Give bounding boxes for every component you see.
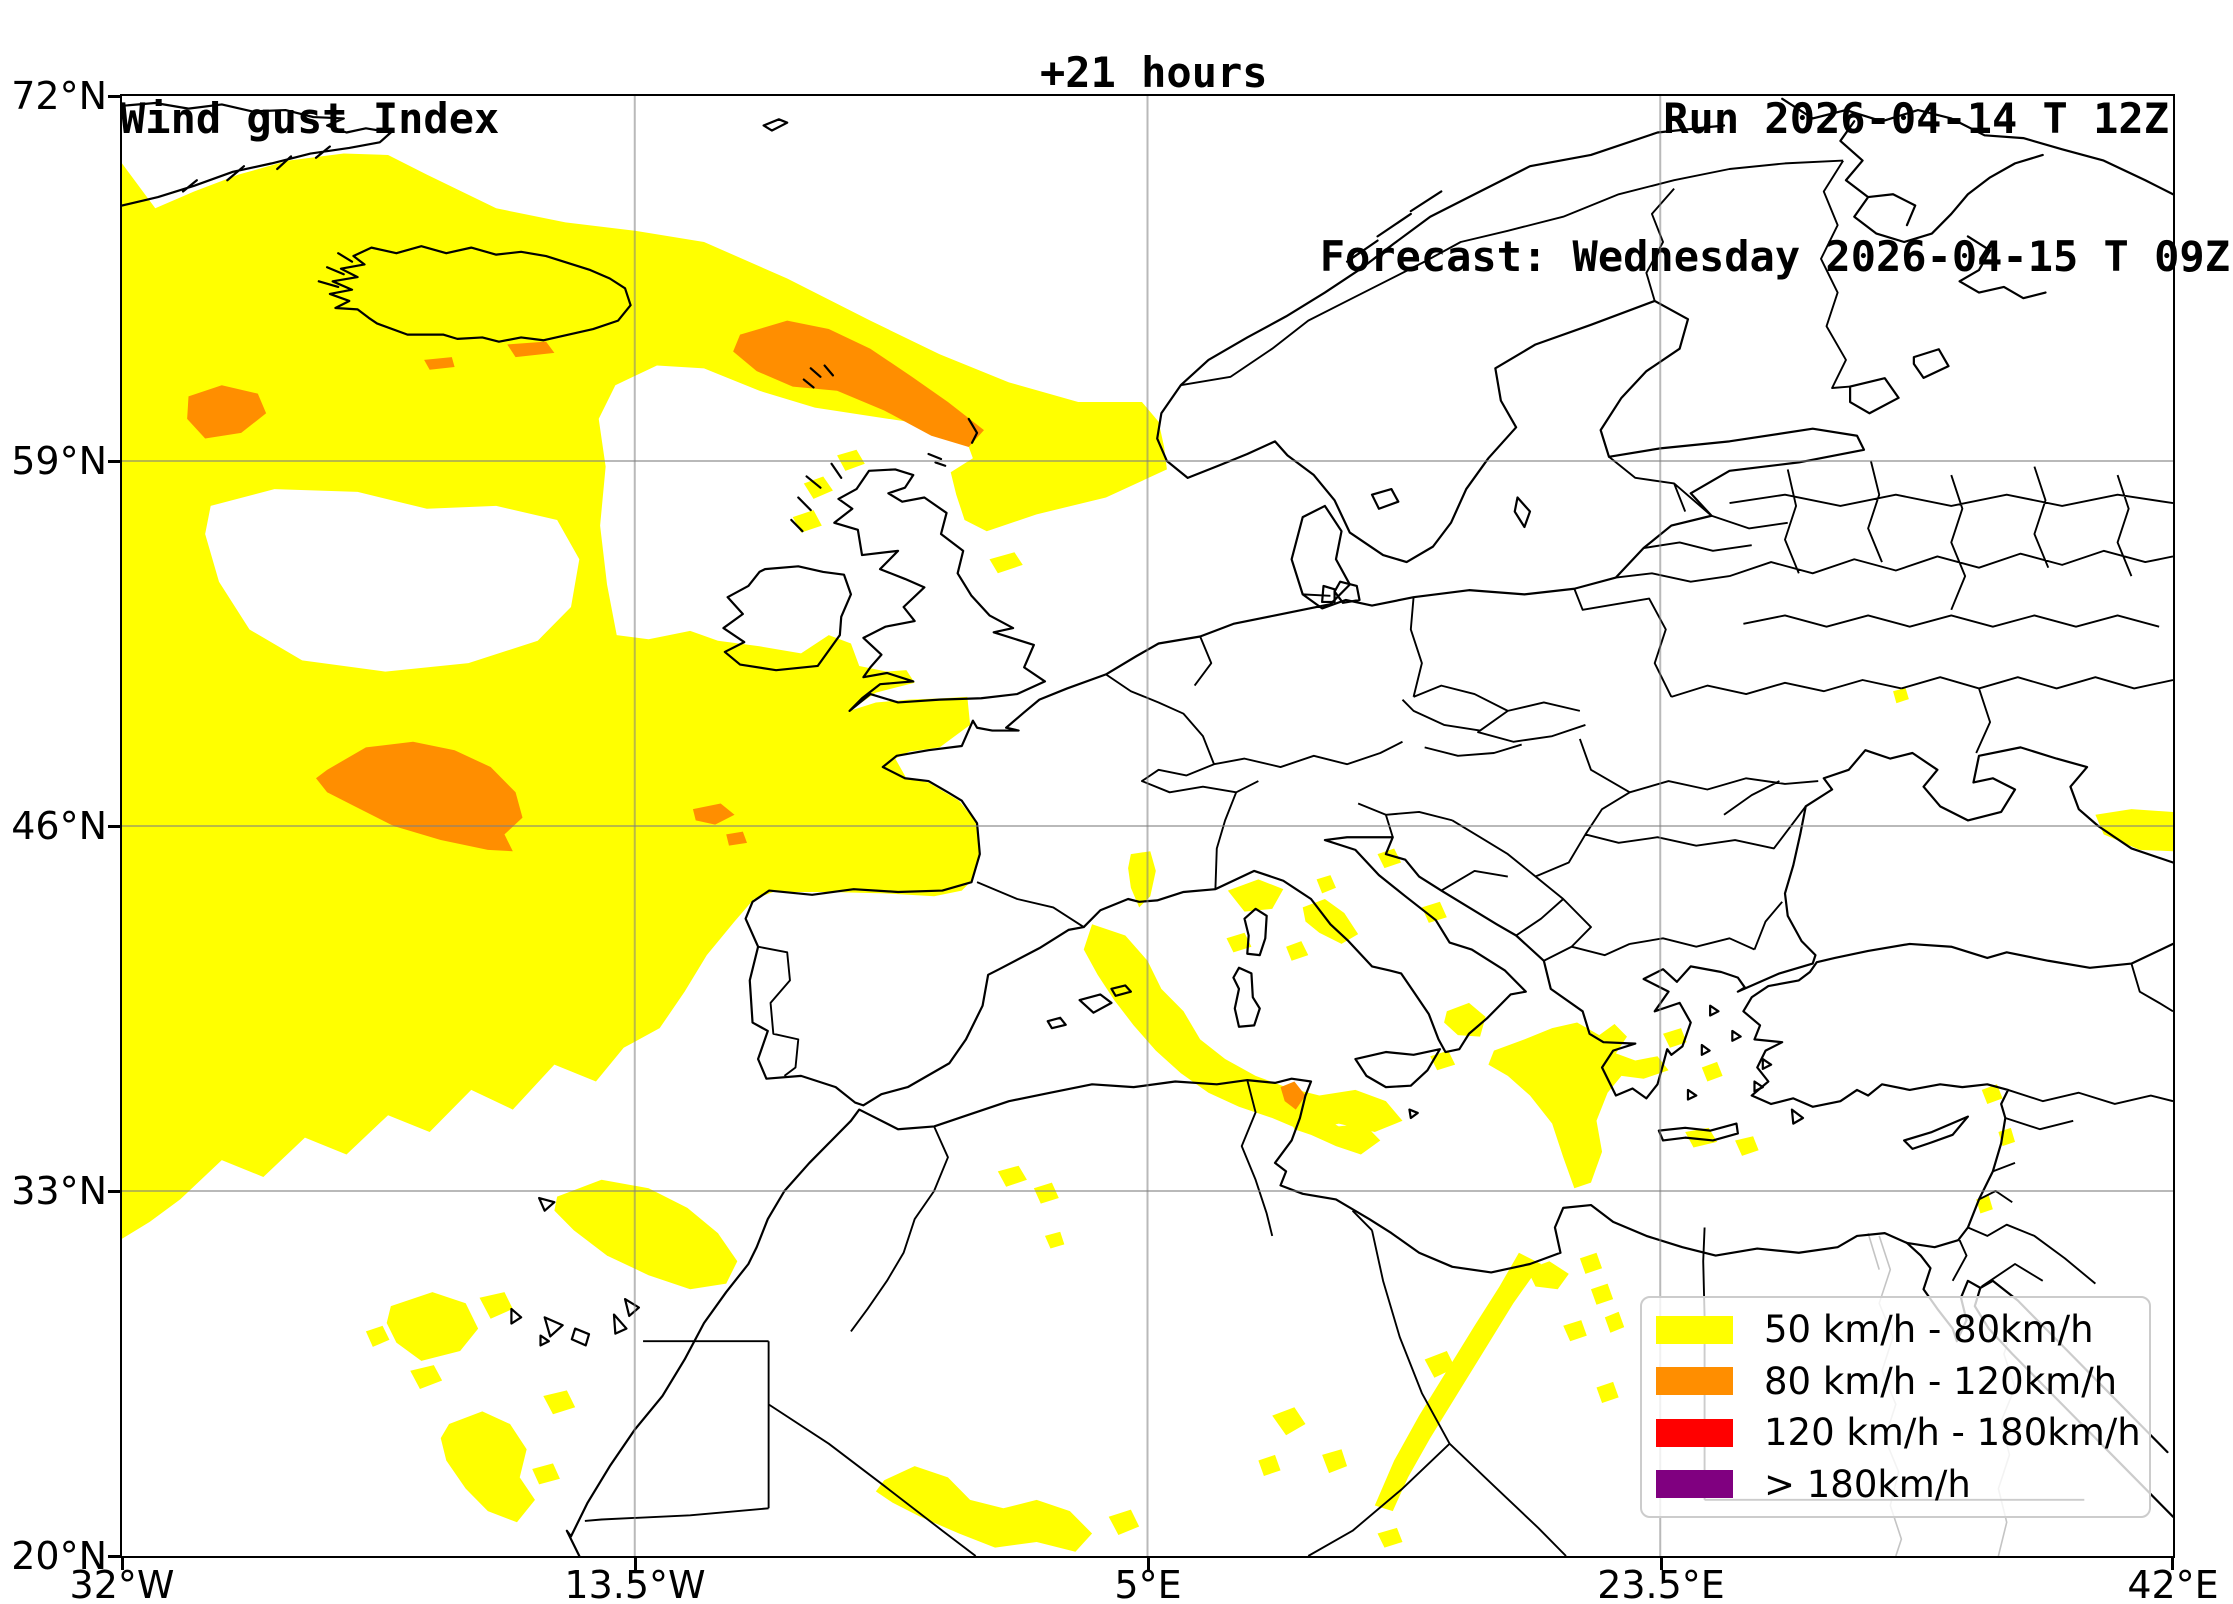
lat-tickmark [108, 1190, 122, 1193]
lat-tickmark [108, 1555, 122, 1558]
atlantic-storm-yellow-region [121, 153, 1167, 1239]
mainland-coast-south [566, 943, 2172, 1555]
gust-band-80-120-regions [186, 320, 1305, 1110]
azov-yellow-region [1892, 687, 2173, 851]
lon-tick-42e: 42°E [2127, 1563, 2219, 1604]
title-line1: Wind gust Index [120, 94, 500, 143]
legend-label-gt-180: > 180km/h [1764, 1462, 1971, 1506]
canary-yellow-regions [365, 1291, 575, 1522]
lat-tick-72n: 72°N [11, 74, 107, 118]
legend-swatch-gt-180 [1656, 1470, 1733, 1499]
lat-tickmark [108, 95, 122, 98]
north-africa-yellow-specks [997, 1165, 1613, 1476]
lat-tick-59n: 59°N [11, 439, 107, 483]
lat-tickmark [108, 825, 122, 828]
lon-tickmark [2171, 1556, 2174, 1570]
libya-egypt-yellow-streak [1374, 1252, 1624, 1548]
greenland-coast [122, 103, 391, 205]
lat-tickmark [108, 460, 122, 463]
scotland-sea-yellow-specks [792, 449, 1023, 573]
orange-speck-tunisia [1280, 1081, 1305, 1110]
lon-tickmark [1660, 1556, 1663, 1570]
orange-slivers-iceland-coast [423, 341, 554, 370]
madeira-yellow-region [553, 1179, 737, 1289]
lon-tick-5e: 5°E [1114, 1563, 1182, 1604]
ireland-coast [723, 566, 850, 670]
legend-label-50-80: 50 km/h - 80km/h [1764, 1308, 2094, 1352]
legend-row-50-80: 50 km/h - 80km/h [1642, 1305, 2149, 1355]
lon-tick-135w: 13.5°W [564, 1563, 706, 1604]
hoggar-yellow-region [875, 1465, 1139, 1552]
lon-tickmark [121, 1556, 124, 1570]
lakes-ladoga-onega [1372, 349, 1948, 508]
graticule-gridlines [122, 96, 2173, 1556]
run-info: Run 2026-04-14 T 12Z Forecast: Wednesday… [1320, 4, 2230, 372]
lat-tick-20n: 20°N [11, 1534, 107, 1578]
orange-blob-mid-atlantic [315, 741, 522, 851]
legend-row-120-180: 120 km/h - 180km/h [1642, 1408, 2149, 1458]
legend-row-80-120: 80 km/h - 120km/h [1642, 1356, 2149, 1406]
lon-tickmark [1147, 1556, 1150, 1570]
forecast-lead-time: +21 hours [1040, 48, 1268, 97]
lat-tick-46n: 46°N [11, 804, 107, 848]
orange-band-faroe-shetland [732, 320, 984, 447]
west-med-yellow-band [1083, 923, 1402, 1154]
lon-tick-235e: 23.5°E [1597, 1563, 1725, 1604]
gust-speed-legend: 50 km/h - 80km/h 80 km/h - 120km/h 120 k… [1640, 1296, 2151, 1518]
ionian-greece-yellow-region [1487, 1022, 1759, 1188]
europe-country-borders [758, 160, 2173, 1075]
forecast-line: Forecast: Wednesday 2026-04-15 T 09Z [1319, 232, 2230, 281]
iceland-coast [318, 246, 630, 341]
mainland-coast-north [745, 125, 2172, 1105]
lon-tick-32w: 32°W [69, 1563, 175, 1604]
kola-white-sea-coast [1782, 98, 2173, 297]
legend-label-120-180: 120 km/h - 180km/h [1764, 1411, 2141, 1455]
legend-swatch-120-180 [1656, 1418, 1733, 1447]
run-line: Run 2026-04-14 T 12Z [1663, 94, 2169, 143]
gust-band-50-80-regions [121, 153, 2173, 1552]
levant-yellow-specks [1975, 1083, 2015, 1213]
country-borders [584, 160, 2172, 1555]
legend-swatch-50-80 [1656, 1315, 1733, 1344]
orange-patch-west-of-iceland [186, 384, 266, 439]
legend-swatch-80-120 [1656, 1367, 1733, 1396]
iceland-yellow-specks [382, 270, 550, 316]
great-britain-coast [834, 469, 1045, 710]
legend-label-80-120: 80 km/h - 120km/h [1764, 1359, 2118, 1403]
lat-tick-33n: 33°N [11, 1169, 107, 1213]
orange-specks-biscay [692, 803, 747, 846]
lon-tickmark [634, 1556, 637, 1570]
legend-row-gt-180: > 180km/h [1642, 1459, 2149, 1509]
